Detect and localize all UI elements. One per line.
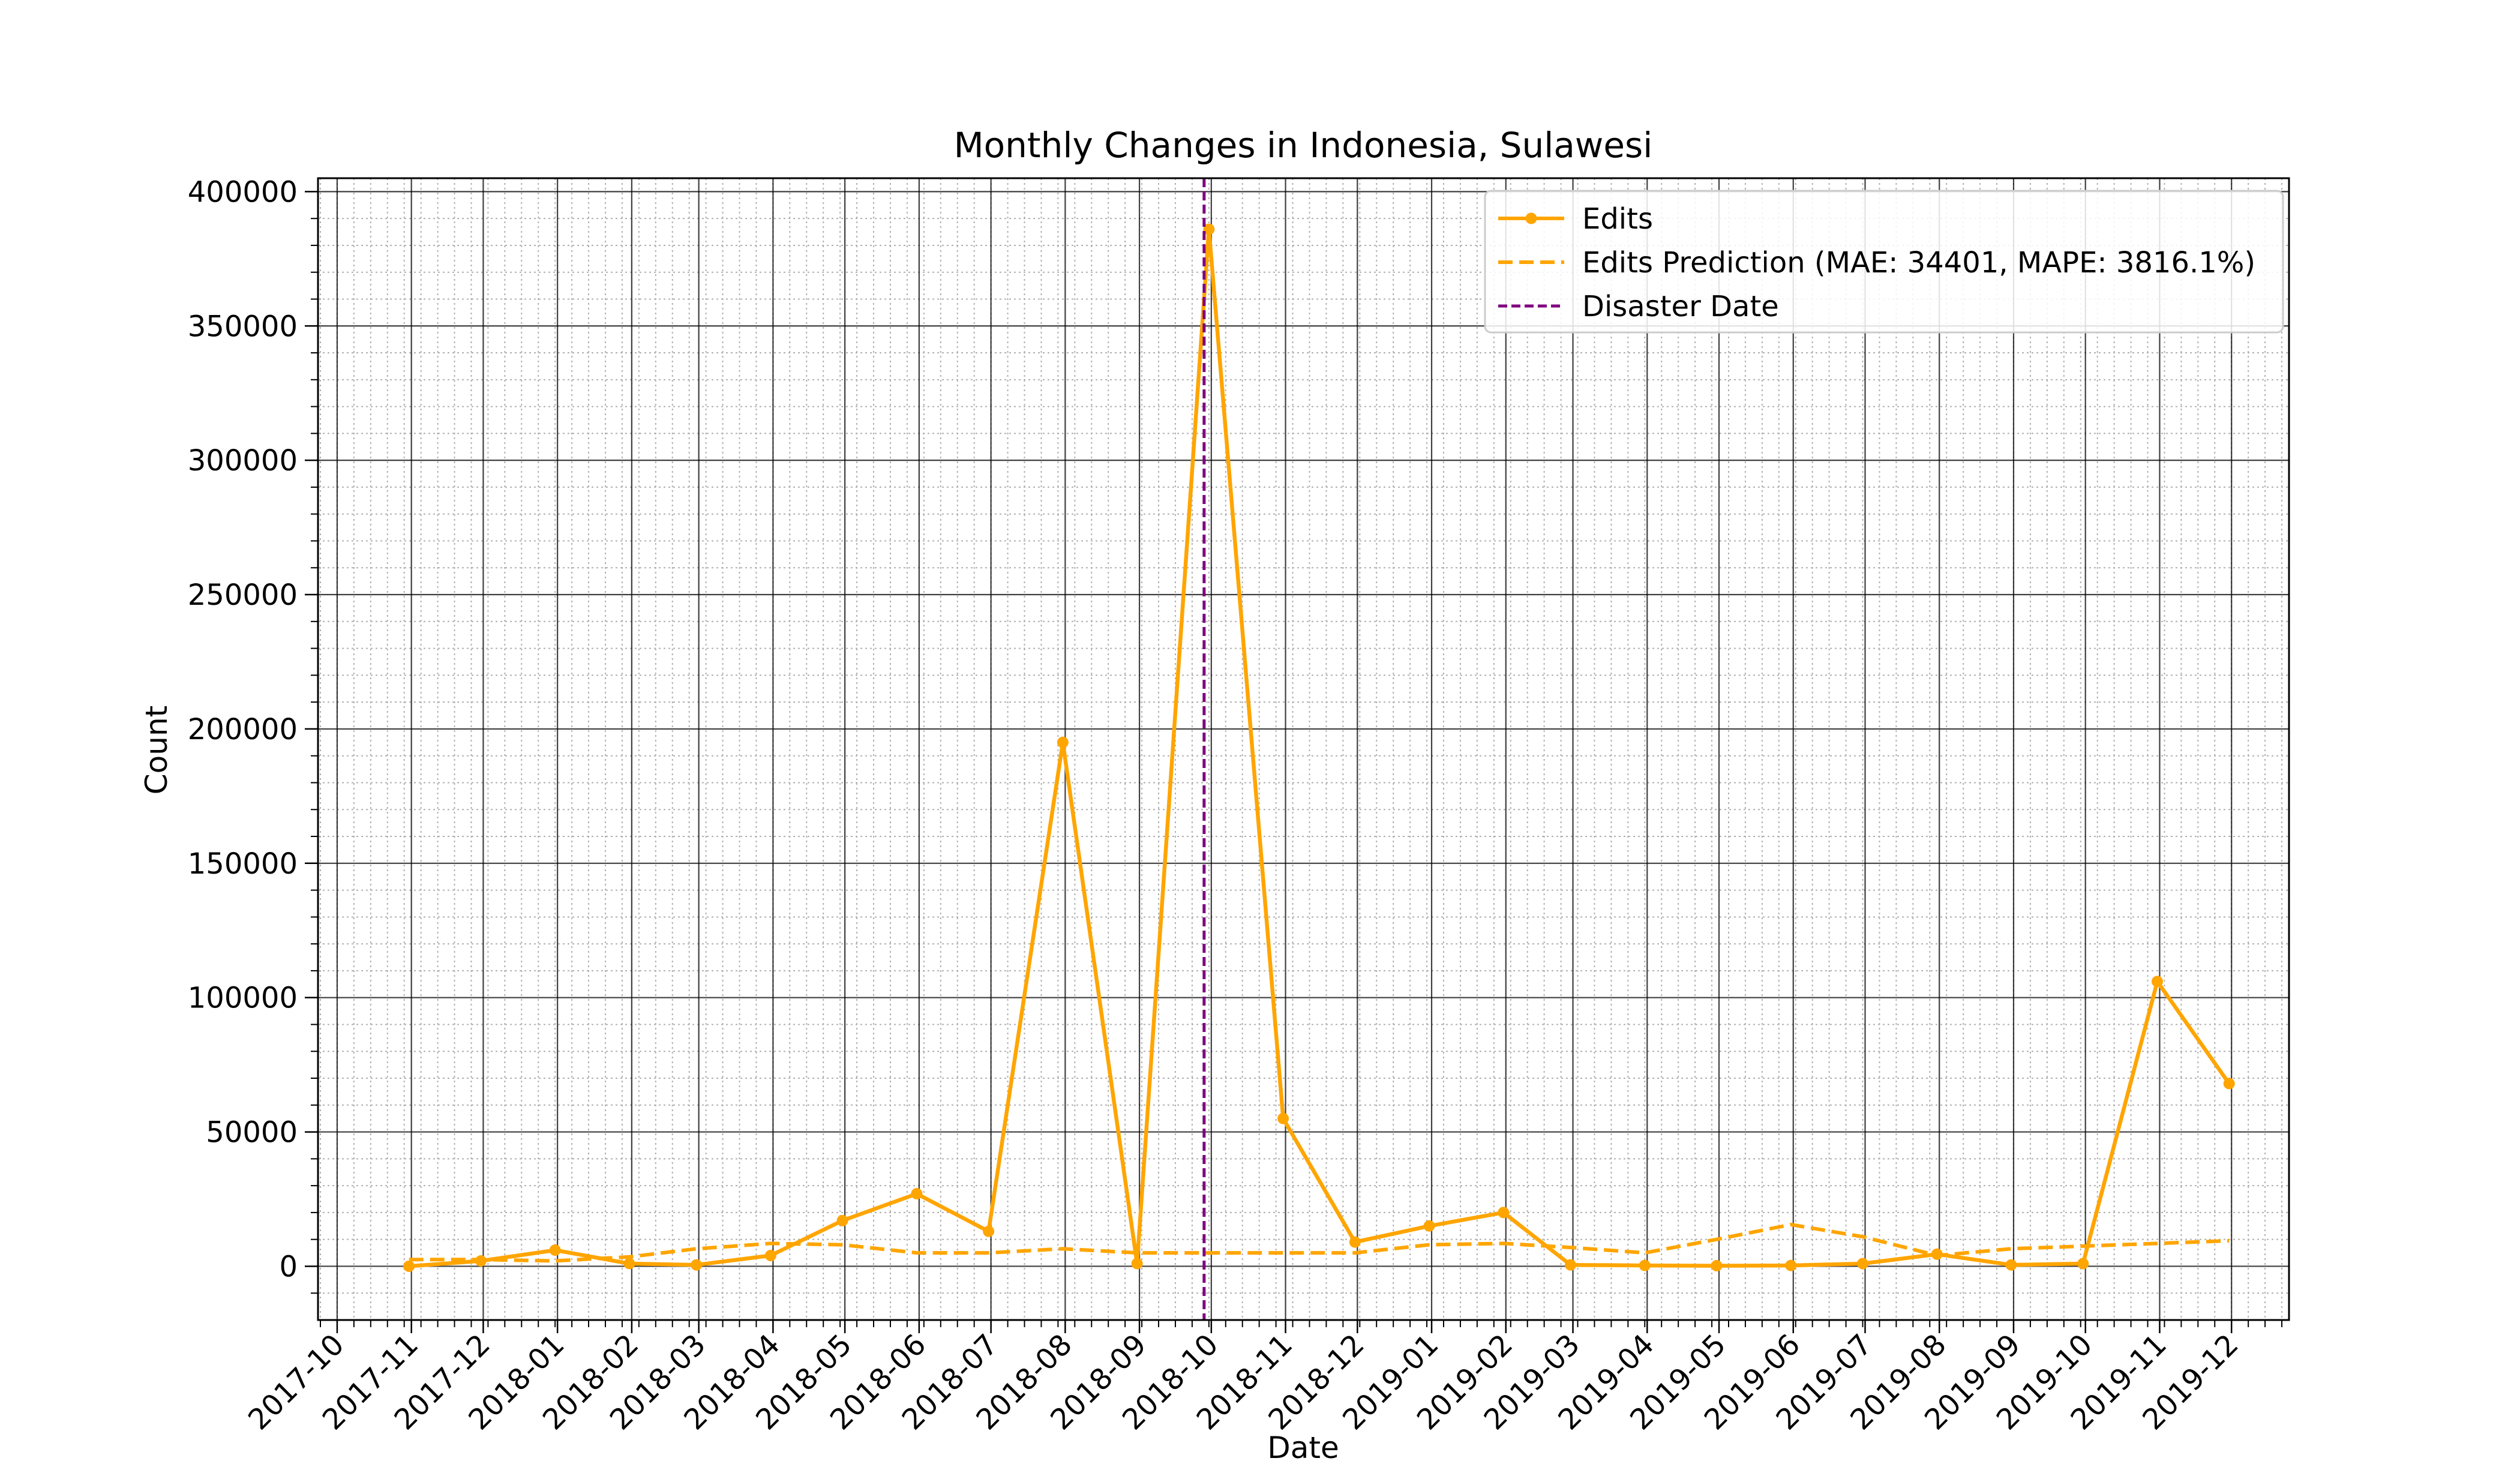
axes: 2017-102017-112017-122018-012018-022018-… bbox=[188, 175, 2290, 1436]
y-tick-label: 150000 bbox=[188, 847, 298, 881]
edits-point bbox=[1711, 1260, 1723, 1272]
edits-point bbox=[1349, 1236, 1361, 1248]
edits-point bbox=[764, 1250, 776, 1262]
legend-edits-label: Edits bbox=[1582, 202, 1653, 236]
prediction-line bbox=[409, 1223, 2230, 1263]
legend-prediction-label: Edits Prediction (MAE: 34401, MAPE: 3816… bbox=[1582, 246, 2255, 280]
plot-frame bbox=[317, 177, 2290, 1321]
edits-point bbox=[983, 1225, 995, 1237]
edits-point bbox=[2077, 1258, 2089, 1270]
legend-edits-marker bbox=[1525, 212, 1537, 224]
x-axis-title: Date bbox=[1267, 1430, 1339, 1465]
y-tick-label: 350000 bbox=[188, 310, 298, 343]
y-tick-label: 250000 bbox=[188, 578, 298, 612]
edits-point bbox=[1131, 1258, 1143, 1270]
edits-point bbox=[1057, 736, 1069, 748]
edits-point bbox=[623, 1258, 635, 1270]
edits-point bbox=[2151, 976, 2163, 988]
y-tick-label: 0 bbox=[279, 1250, 298, 1283]
edits-point bbox=[403, 1260, 415, 1272]
edits-point bbox=[1423, 1220, 1435, 1232]
edits-point bbox=[1785, 1259, 1797, 1271]
y-tick-label: 50000 bbox=[206, 1116, 298, 1150]
grid bbox=[318, 178, 2289, 1320]
edits-point bbox=[1203, 223, 1215, 235]
legend: Edits Edits Prediction (MAE: 34401, MAPE:… bbox=[1484, 190, 2284, 334]
legend-disaster-date-label: Disaster Date bbox=[1582, 290, 1779, 323]
edits-point bbox=[1857, 1258, 1869, 1270]
chart-title: Monthly Changes in Indonesia, Sulawesi bbox=[954, 125, 1653, 166]
edits-point bbox=[549, 1244, 561, 1256]
y-tick-label: 300000 bbox=[188, 444, 298, 478]
edits-point bbox=[1565, 1259, 1577, 1271]
edits-point bbox=[691, 1259, 703, 1271]
y-tick-label: 100000 bbox=[188, 982, 298, 1015]
edits-point bbox=[2005, 1259, 2017, 1271]
edits-point bbox=[1639, 1259, 1651, 1271]
y-tick-label: 200000 bbox=[188, 713, 298, 746]
edits-point bbox=[836, 1214, 848, 1226]
edits-point bbox=[1498, 1207, 1510, 1219]
legend-box bbox=[1484, 190, 2284, 334]
edits-point bbox=[1277, 1112, 1289, 1124]
edits-point bbox=[2223, 1078, 2235, 1090]
edits-line bbox=[409, 227, 2231, 1268]
y-tick-label: 400000 bbox=[188, 175, 298, 209]
edits-point bbox=[911, 1188, 923, 1200]
plot-area bbox=[403, 178, 2235, 1320]
y-axis-title: Count bbox=[139, 706, 174, 795]
